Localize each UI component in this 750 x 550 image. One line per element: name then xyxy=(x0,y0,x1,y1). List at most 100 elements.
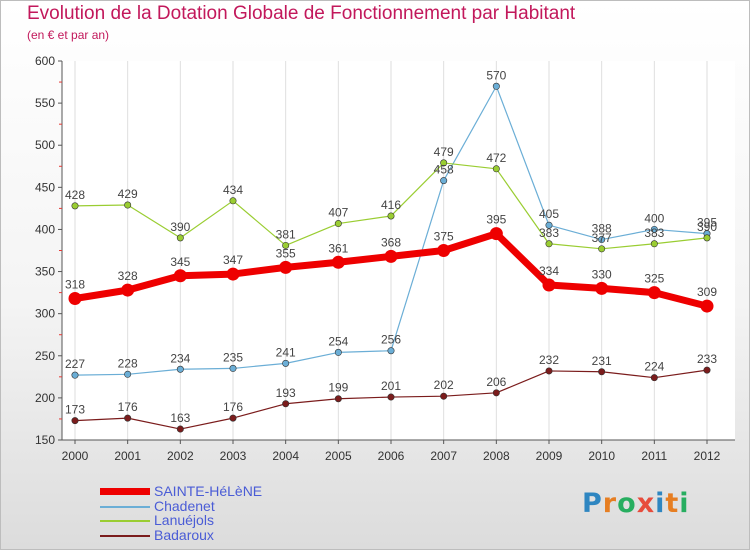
chart-title: Evolution de la Dotation Globale de Fonc… xyxy=(27,3,576,24)
data-label: 347 xyxy=(223,253,243,267)
logo-letter: i xyxy=(655,488,666,519)
data-label: 381 xyxy=(276,227,296,241)
series-0 xyxy=(68,227,714,313)
data-point xyxy=(121,283,135,297)
y-tick-label: 450 xyxy=(35,180,55,194)
data-point xyxy=(226,267,240,281)
proxiti-logo: ProxitiProxiti xyxy=(582,488,690,519)
data-point xyxy=(279,260,293,274)
data-label: 232 xyxy=(539,353,559,367)
data-point xyxy=(173,269,187,283)
data-label: 458 xyxy=(434,163,454,177)
data-point xyxy=(440,177,448,185)
logo-letter: t xyxy=(665,488,680,519)
data-label: 388 xyxy=(592,222,612,236)
data-label: 405 xyxy=(539,207,559,221)
data-point xyxy=(176,365,184,373)
x-tick-label: 2003 xyxy=(220,449,247,463)
data-label: 434 xyxy=(223,183,243,197)
data-label: 428 xyxy=(65,188,85,202)
x-tick-label: 2009 xyxy=(536,449,563,463)
data-point xyxy=(334,348,342,356)
x-tick-label: 2000 xyxy=(62,449,89,463)
data-point xyxy=(124,414,132,422)
data-label: 390 xyxy=(697,220,717,234)
logo-letter: x xyxy=(636,488,656,519)
y-tick-label: 200 xyxy=(35,391,55,405)
data-label: 206 xyxy=(486,375,506,389)
legend-label: Chadenet xyxy=(154,497,215,514)
y-tick-label: 150 xyxy=(35,433,55,447)
data-label: 479 xyxy=(434,145,454,159)
data-point xyxy=(334,220,342,228)
y-tick-label: 250 xyxy=(35,349,55,363)
legend-swatch xyxy=(100,520,150,522)
y-tick-label: 300 xyxy=(35,307,55,321)
data-point xyxy=(545,367,553,375)
data-label: 429 xyxy=(118,187,138,201)
data-point xyxy=(650,225,658,233)
x-tick-label: 2007 xyxy=(430,449,457,463)
data-label: 201 xyxy=(381,379,401,393)
logo-letter: P xyxy=(582,488,603,519)
data-label: 570 xyxy=(486,68,506,82)
data-label: 254 xyxy=(328,334,348,348)
data-point xyxy=(598,236,606,244)
data-point xyxy=(71,202,79,210)
data-point xyxy=(334,395,342,403)
series-3 xyxy=(71,366,711,433)
data-point xyxy=(229,197,237,205)
data-point xyxy=(124,201,132,209)
data-point xyxy=(437,244,451,257)
data-label: 163 xyxy=(170,411,190,425)
data-label: 368 xyxy=(381,235,401,249)
data-label: 256 xyxy=(381,333,401,347)
logo-letter: i xyxy=(679,488,690,519)
data-point xyxy=(492,82,500,90)
data-label: 233 xyxy=(697,352,717,366)
data-point xyxy=(647,286,661,300)
legend-label: Badaroux xyxy=(154,526,214,543)
data-label: 228 xyxy=(118,356,138,370)
chart-subtitle: (en € et par an) xyxy=(27,28,110,42)
data-label: 227 xyxy=(65,357,85,371)
data-point xyxy=(700,299,714,313)
series-2 xyxy=(71,159,711,253)
data-point xyxy=(124,370,132,378)
data-label: 361 xyxy=(328,241,348,255)
data-label: 375 xyxy=(434,230,454,244)
x-tick-label: 2001 xyxy=(114,449,141,463)
x-tick-label: 2002 xyxy=(167,449,194,463)
data-point xyxy=(176,234,184,242)
data-point xyxy=(282,241,290,249)
data-label: 234 xyxy=(170,351,190,365)
x-tick-label: 2008 xyxy=(483,449,510,463)
y-tick-label: 550 xyxy=(35,96,55,110)
data-label: 224 xyxy=(644,360,664,374)
line-chart: 150 200 250 300 350 400 450 500 550 600 2000 2001 20… xyxy=(35,54,735,463)
data-label: 202 xyxy=(434,378,454,392)
data-label: 309 xyxy=(697,285,717,299)
data-label: 330 xyxy=(592,267,612,281)
data-label: 395 xyxy=(697,216,717,230)
data-point xyxy=(703,234,711,242)
data-label: 395 xyxy=(486,213,506,227)
data-point xyxy=(229,364,237,372)
data-point xyxy=(282,359,290,367)
x-tick-label: 2005 xyxy=(325,449,352,463)
series-1 xyxy=(71,82,711,379)
data-point xyxy=(387,347,395,355)
y-tick-label: 350 xyxy=(35,265,55,279)
data-point xyxy=(229,414,237,422)
data-point xyxy=(650,374,658,382)
data-point xyxy=(384,249,398,263)
data-label: 383 xyxy=(644,226,664,240)
legend-label: Lanuéjols xyxy=(154,512,214,528)
data-point xyxy=(176,425,184,433)
y-tick-label: 400 xyxy=(35,222,55,236)
data-point xyxy=(542,278,556,292)
data-label: 235 xyxy=(223,350,243,364)
data-point xyxy=(282,400,290,408)
data-label: 328 xyxy=(118,269,138,283)
x-tick-label: 2012 xyxy=(694,449,721,463)
